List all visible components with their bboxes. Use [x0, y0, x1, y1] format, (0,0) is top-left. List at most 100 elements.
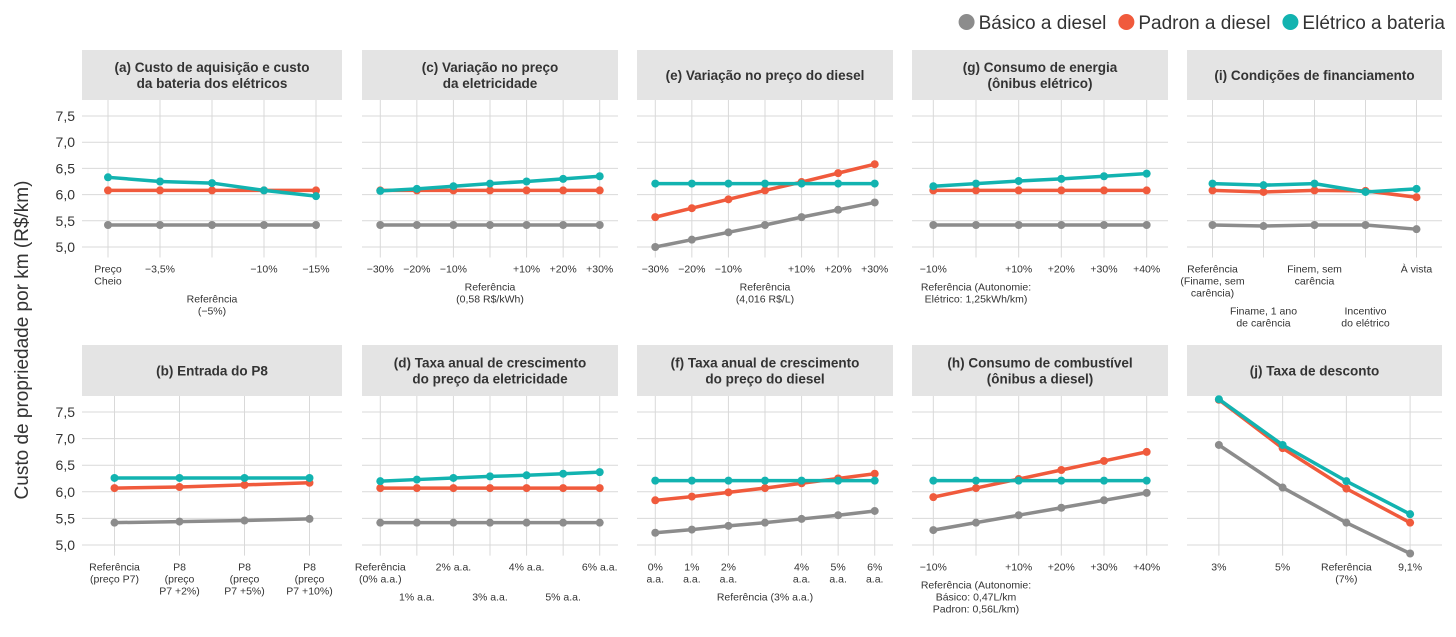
x-tick-label: Preço Cheio — [94, 263, 122, 287]
data-point — [1412, 193, 1421, 202]
data-point — [449, 220, 458, 229]
data-point — [175, 473, 184, 482]
data-point — [1014, 186, 1023, 195]
data-point — [240, 516, 249, 525]
data-point — [208, 179, 216, 188]
panel-title: (a) Custo de aquisição e custo da bateria… — [114, 60, 309, 91]
x-tick-label: +10% — [1005, 562, 1032, 574]
data-point — [412, 184, 421, 193]
data-point — [595, 220, 604, 229]
x-tick-label: Referência (−5%) — [187, 293, 238, 317]
data-point — [1014, 476, 1023, 485]
data-point — [1057, 503, 1066, 512]
data-point — [376, 518, 385, 527]
data-point — [1310, 179, 1319, 188]
data-point — [972, 186, 980, 195]
data-point — [797, 514, 806, 523]
data-point — [651, 213, 660, 222]
series-line — [1217, 443, 1411, 556]
data-point — [834, 205, 843, 214]
data-point — [376, 484, 385, 493]
y-tick-label: 5,5 — [56, 510, 76, 526]
x-tick-label: Referência (preço P7) — [89, 562, 140, 586]
data-point — [559, 484, 568, 493]
data-point — [486, 518, 494, 527]
legend-label: Básico a diesel — [979, 13, 1107, 34]
data-point — [870, 160, 879, 169]
data-point — [972, 484, 980, 493]
series-line — [932, 450, 1148, 499]
data-point — [486, 220, 494, 229]
data-point — [1057, 476, 1066, 485]
panel-title: (g) Consumo de energia (ônibus elétrico) — [963, 60, 1118, 91]
data-point — [1014, 176, 1023, 185]
data-point — [1278, 440, 1287, 449]
data-point — [761, 518, 769, 527]
data-point — [687, 204, 696, 213]
legend-swatch — [958, 14, 975, 30]
x-tick-label: Referência (Autonomie: Elétrico: 1,25kWh/… — [921, 281, 1031, 305]
x-tick-label: Referência (0,58 R$/kWh) — [456, 281, 524, 305]
y-axis-label: Custo de propriedade por km (R$/km) — [12, 181, 33, 500]
data-point — [208, 220, 216, 229]
data-point — [312, 220, 320, 229]
panel-header — [637, 50, 893, 100]
data-point — [1208, 220, 1217, 229]
data-point — [559, 220, 568, 229]
data-point — [376, 220, 385, 229]
data-point — [449, 518, 458, 527]
x-tick-label: −10% — [920, 562, 947, 574]
data-point — [156, 186, 164, 195]
data-point — [1278, 483, 1287, 492]
series-line — [114, 517, 310, 525]
data-point — [1214, 440, 1223, 449]
data-point — [1310, 186, 1319, 195]
data-point — [522, 220, 531, 229]
data-point — [1100, 496, 1108, 505]
data-point — [522, 484, 531, 493]
x-tick-label: +40% — [1133, 562, 1160, 574]
data-point — [305, 514, 314, 523]
data-point — [559, 518, 568, 527]
legend-swatch — [1282, 14, 1299, 30]
data-point — [1342, 477, 1351, 486]
data-point — [175, 517, 184, 526]
y-tick-label: 7,0 — [56, 431, 76, 447]
y-tick-label: 5,0 — [56, 239, 76, 255]
panel-title: (f) Taxa anual de crescimento do preço do… — [671, 356, 860, 387]
x-tick-label: 2% a.a. — [436, 562, 472, 574]
data-point — [687, 492, 696, 501]
data-point — [1014, 220, 1023, 229]
data-point — [559, 174, 568, 183]
data-point — [1142, 220, 1151, 229]
data-point — [1406, 510, 1415, 519]
x-tick-label: Finem, sem carência — [1287, 263, 1342, 287]
data-point — [595, 172, 604, 181]
y-tick-label: 6,0 — [56, 484, 76, 500]
y-tick-label: 7,5 — [56, 404, 76, 420]
x-tick-label: Referência (0% a.a.) — [355, 562, 406, 586]
data-point — [1142, 169, 1151, 178]
data-point — [1057, 465, 1066, 474]
x-tick-label: P8 (preço P7 +2%) — [159, 562, 200, 598]
x-tick-label: +20% — [1048, 562, 1075, 574]
data-point — [651, 243, 660, 251]
data-point — [1412, 225, 1421, 234]
x-tick-label: 6% a.a. — [866, 562, 884, 586]
x-tick-label: Referência (Autonomie: Básico: 0,47L/km Pa… — [921, 580, 1031, 616]
data-point — [486, 179, 494, 188]
x-tick-label: 5% a.a. — [829, 562, 847, 586]
data-point — [724, 179, 733, 188]
data-point — [761, 484, 769, 493]
x-tick-label: +20% — [1048, 263, 1075, 275]
y-tick-label: 5,5 — [56, 213, 76, 229]
data-point — [1259, 187, 1268, 196]
data-point — [972, 179, 980, 188]
data-point — [522, 186, 531, 195]
data-point — [651, 476, 660, 485]
legend-label: Padron a diesel — [1138, 13, 1270, 34]
data-point — [305, 473, 314, 482]
x-tick-label: P8 (preço P7 +10%) — [286, 562, 332, 598]
data-point — [1057, 186, 1066, 195]
data-point — [687, 179, 696, 188]
